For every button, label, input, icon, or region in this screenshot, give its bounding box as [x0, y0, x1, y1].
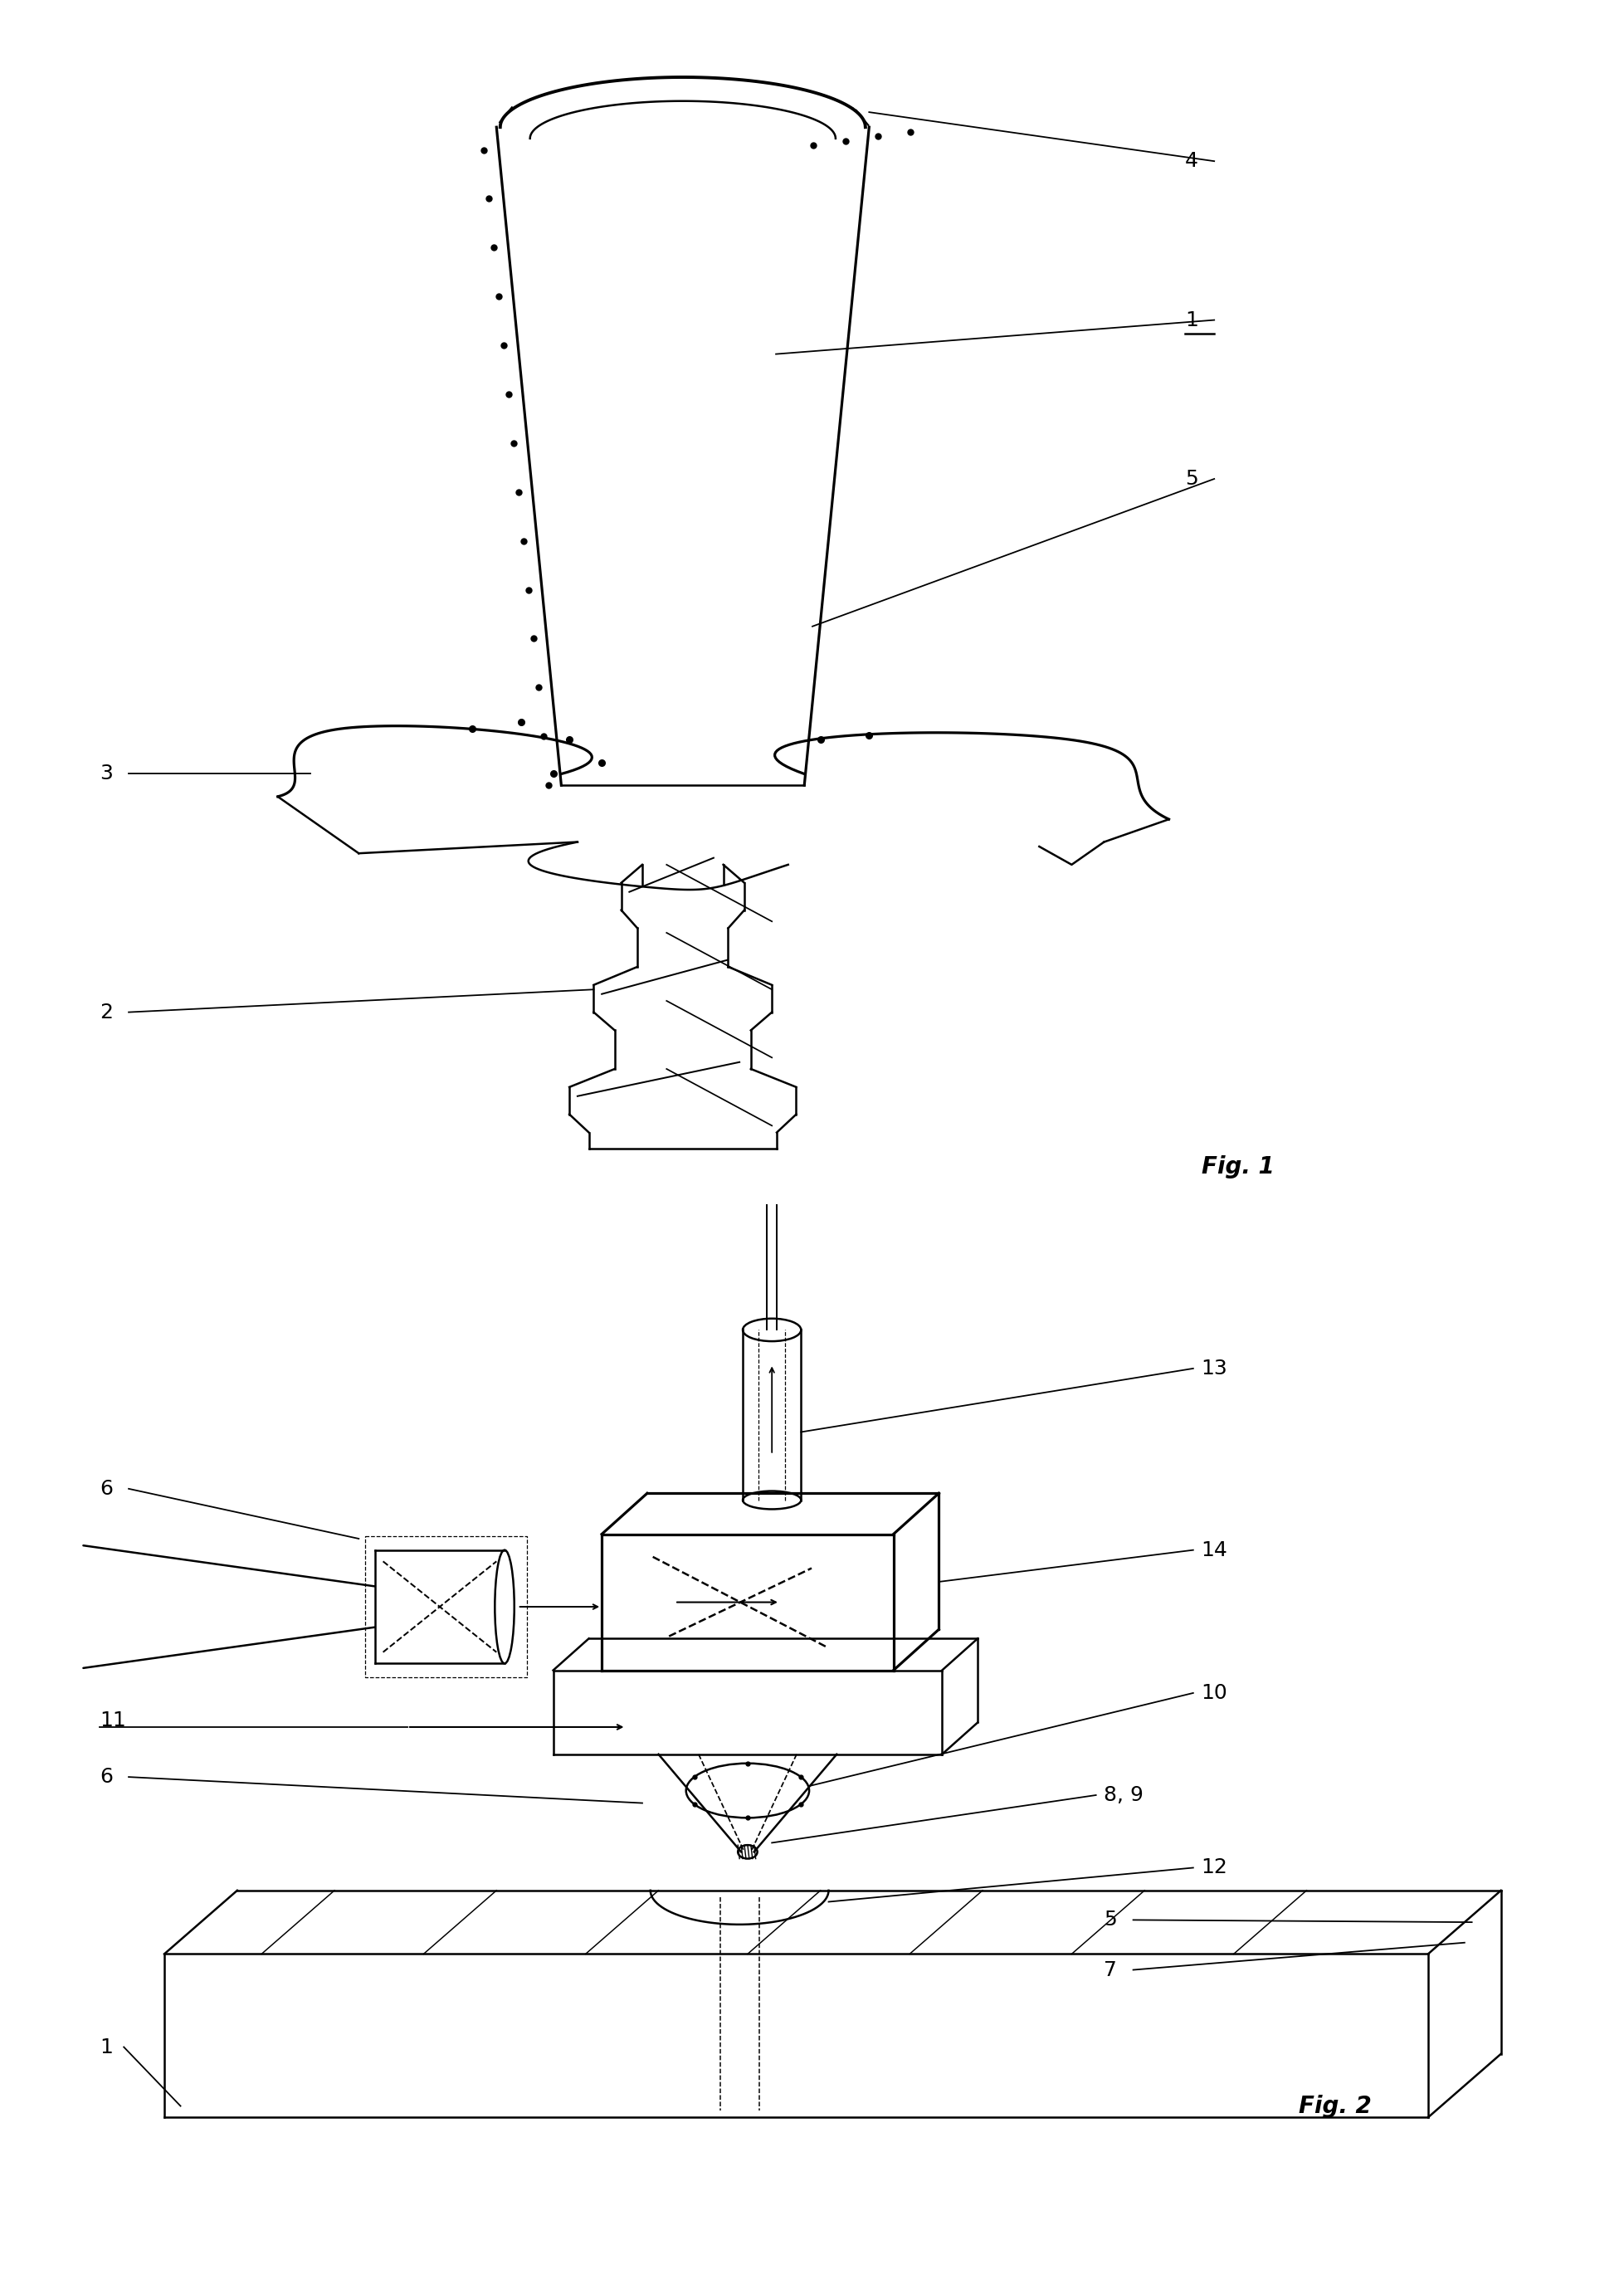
Text: 6: 6 [99, 1767, 112, 1787]
Text: 3: 3 [99, 764, 112, 785]
Text: 6: 6 [99, 1478, 112, 1499]
Text: 11: 11 [99, 1710, 125, 1731]
Text: 1: 1 [1184, 309, 1197, 330]
Text: 8, 9: 8, 9 [1103, 1785, 1143, 1806]
Text: 4: 4 [1184, 150, 1199, 171]
Text: Fig. 1: Fig. 1 [1200, 1155, 1273, 1178]
Text: 5: 5 [1184, 468, 1197, 489]
Text: Fig. 2: Fig. 2 [1298, 2094, 1371, 2117]
Text: 2: 2 [99, 1003, 112, 1021]
Text: 13: 13 [1200, 1358, 1228, 1378]
Text: 7: 7 [1103, 1960, 1117, 1981]
Text: 1: 1 [99, 2038, 112, 2058]
Text: 10: 10 [1200, 1683, 1228, 1703]
Text: 12: 12 [1200, 1858, 1228, 1878]
Text: 14: 14 [1200, 1539, 1228, 1560]
Text: 5: 5 [1103, 1910, 1117, 1931]
